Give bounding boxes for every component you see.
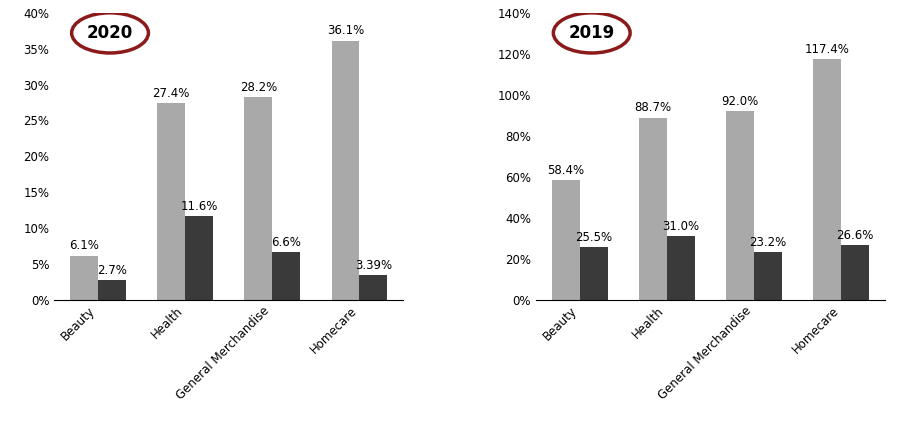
Bar	[753, 252, 781, 300]
Text: 2019: 2019	[568, 24, 614, 42]
Text: 92.0%: 92.0%	[721, 95, 758, 108]
Bar	[244, 98, 272, 300]
Text: 28.2%: 28.2%	[239, 81, 277, 94]
Bar	[359, 275, 387, 300]
Text: 25.5%: 25.5%	[575, 231, 612, 244]
Text: 23.2%: 23.2%	[749, 236, 786, 249]
Text: 3.39%: 3.39%	[354, 259, 391, 272]
Text: 2.7%: 2.7%	[97, 264, 126, 277]
Text: 6.6%: 6.6%	[271, 236, 301, 249]
Bar	[725, 111, 753, 300]
Bar	[272, 252, 299, 300]
Text: 26.6%: 26.6%	[835, 229, 873, 242]
Text: 36.1%: 36.1%	[327, 24, 364, 37]
Text: 2020: 2020	[87, 24, 133, 42]
Bar	[666, 236, 694, 300]
Bar	[551, 180, 579, 300]
Text: 58.4%: 58.4%	[547, 163, 584, 176]
Bar	[157, 103, 185, 300]
Bar	[185, 217, 213, 300]
Bar	[97, 280, 125, 300]
Text: 31.0%: 31.0%	[661, 220, 698, 233]
Bar	[579, 247, 607, 300]
Bar	[70, 256, 97, 300]
Text: 27.4%: 27.4%	[152, 87, 189, 100]
Bar	[813, 59, 841, 300]
Text: 117.4%: 117.4%	[804, 43, 849, 56]
Text: 11.6%: 11.6%	[180, 200, 217, 213]
Bar	[841, 245, 868, 300]
Text: 6.1%: 6.1%	[69, 239, 99, 253]
Bar	[331, 41, 359, 300]
Text: 88.7%: 88.7%	[633, 101, 671, 114]
Bar	[639, 118, 666, 300]
